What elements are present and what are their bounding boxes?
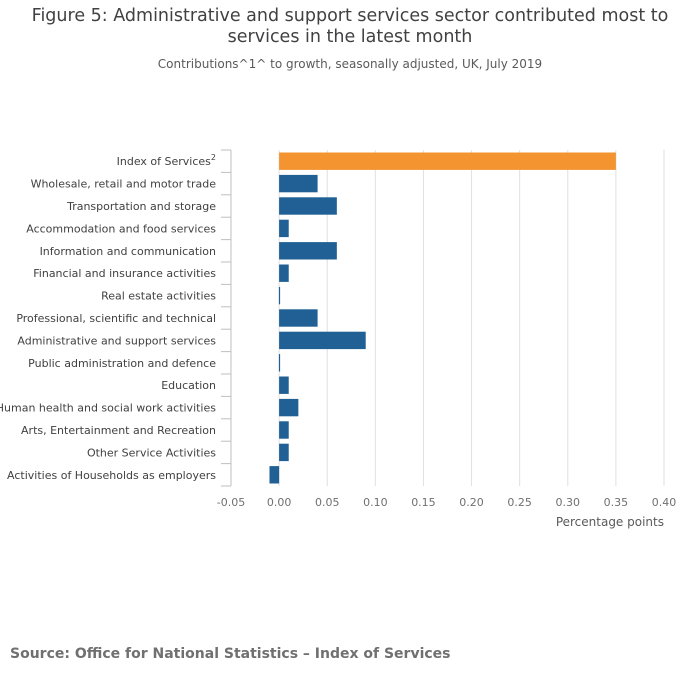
category-label: Information and communication [40,245,216,258]
bar [278,354,281,372]
category-label: Transportation and storage [66,200,216,213]
x-tick-label: 0.40 [652,496,677,509]
bar-chart: Index of Services2 Wholesale, retail and … [0,149,676,529]
bar [279,219,289,238]
x-axis-title: Percentage points [556,515,664,529]
category-label: Financial and insurance activities [33,267,216,280]
bar [279,264,289,282]
bar [279,331,366,350]
category-label: Human health and social work activities [0,402,216,415]
category-label: Arts, Entertainment and Recreation [21,424,216,437]
chart-title: Figure 5: Administrative and support ser… [31,6,669,47]
bar [279,174,318,193]
bar [269,466,280,484]
x-tick-label: 0.20 [459,496,484,509]
x-tick-label: 0.00 [267,496,292,509]
category-label: Activities of Households as employers [7,469,216,482]
category-label: Wholesale, retail and motor trade [31,178,217,191]
category-label: Professional, scientific and technical [16,312,216,325]
x-tick-label: 0.25 [507,496,532,509]
bar [279,443,289,462]
category-label: Index of Services2 [117,153,216,168]
x-tick-label: 0.15 [411,496,436,509]
bar [279,152,616,170]
bar [279,242,337,260]
bar [279,398,299,417]
x-tick-label: -0.05 [217,496,245,509]
x-tick-label: 0.10 [363,496,388,509]
category-label: Education [161,379,216,392]
category-label: Administrative and support services [17,334,216,347]
x-tick-labels: -0.05 0.00 0.05 0.10 0.15 0.20 0.25 0.30 0.35 0.4… [217,496,676,509]
x-tick-label: 0.35 [604,496,629,509]
bars [269,152,616,484]
category-label: Real estate activities [101,290,216,303]
bar [278,286,281,305]
bar [279,309,318,327]
bar [279,197,337,215]
category-label: Other Service Activities [87,446,216,459]
category-label: Accommodation and food services [26,222,216,235]
x-tick-label: 0.30 [556,496,581,509]
category-labels: Index of Services2 Wholesale, retail and … [0,153,216,482]
chart-subtitle: Contributions^1^ to growth, seasonally a… [157,57,543,71]
category-label: Public administration and defence [28,357,216,370]
bar [279,421,289,439]
bar [279,376,289,394]
source-note: Source: Office for National Statistics –… [10,646,451,662]
x-tick-label: 0.05 [315,496,340,509]
